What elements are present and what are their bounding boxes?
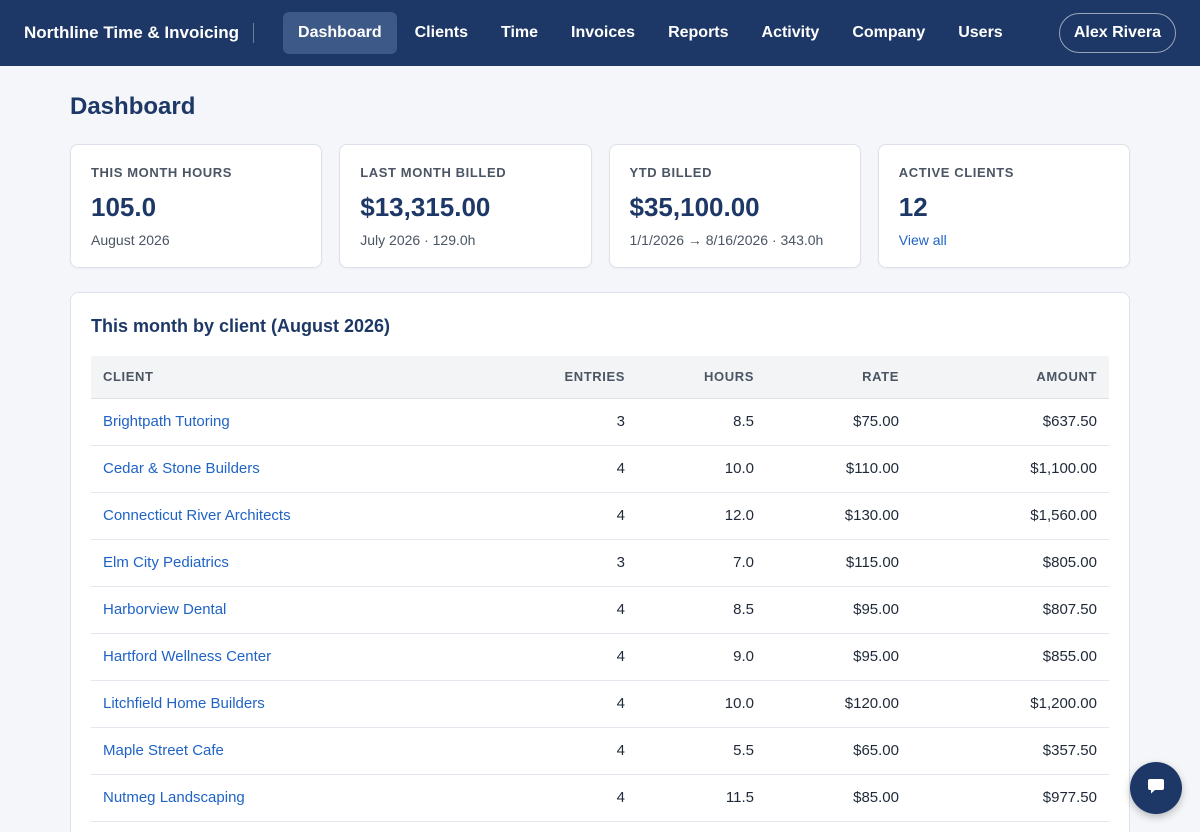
hours-cell: 11.5 <box>637 774 766 822</box>
top-navigation-bar: Northline Time & Invoicing Dashboard Cli… <box>0 0 1200 66</box>
stat-card-last-month-billed: Last month billed $13,315.00 July 2026 ·… <box>339 144 592 268</box>
client-link[interactable]: Cedar & Stone Builders <box>103 460 260 477</box>
table-body: Brightpath Tutoring 3 8.5 $75.00 $637.50… <box>91 398 1109 822</box>
main-nav: Dashboard Clients Time Invoices Reports … <box>283 12 1021 54</box>
user-menu-button[interactable]: Alex Rivera <box>1058 13 1176 53</box>
entries-cell: 4 <box>527 586 637 634</box>
nav-item-clients[interactable]: Clients <box>414 24 468 41</box>
column-header-amount: Amount <box>911 356 1109 399</box>
client-link[interactable]: Litchfield Home Builders <box>103 695 265 712</box>
stat-label: YTD billed <box>629 165 713 180</box>
column-header-client: Client <box>91 356 527 399</box>
stat-value: 105.0 <box>91 192 157 222</box>
stat-value: $35,100.00 <box>629 192 760 222</box>
amount-cell: $807.50 <box>911 586 1109 634</box>
entries-cell: 4 <box>527 680 637 728</box>
stat-subtext: August 2026 <box>91 232 170 248</box>
column-header-rate: Rate <box>766 356 911 399</box>
main-content: Dashboard This month hours 105.0 August … <box>0 92 1200 832</box>
amount-cell: $357.50 <box>911 727 1109 775</box>
nav-item-users[interactable]: Users <box>958 24 1003 41</box>
stat-subtext: 1/1/2026 → 8/16/2026 · 343.0h <box>629 232 824 248</box>
client-link[interactable]: Brightpath Tutoring <box>103 413 230 430</box>
table-row: Hartford Wellness Center 4 9.0 $95.00 $8… <box>91 633 1109 681</box>
hours-cell: 7.0 <box>637 539 766 587</box>
rate-cell: $95.00 <box>766 633 911 681</box>
stats-row: This month hours 105.0 August 2026 Last … <box>70 144 1130 268</box>
rate-cell: $130.00 <box>766 492 911 540</box>
entries-cell: 3 <box>527 539 637 587</box>
rate-cell: $115.00 <box>766 539 911 587</box>
amount-cell: $1,560.00 <box>911 492 1109 540</box>
table-row: Cedar & Stone Builders 4 10.0 $110.00 $1… <box>91 445 1109 493</box>
month-by-client-panel: This month by client (August 2026) Clien… <box>70 292 1130 832</box>
nav-item-activity[interactable]: Activity <box>761 24 820 41</box>
entries-cell: 4 <box>527 633 637 681</box>
hours-cell: 9.0 <box>637 633 766 681</box>
nav-item-time[interactable]: Time <box>500 24 539 41</box>
amount-cell: $637.50 <box>911 398 1109 446</box>
chat-button[interactable] <box>1130 762 1182 814</box>
hours-cell: 5.5 <box>637 727 766 775</box>
rate-cell: $95.00 <box>766 586 911 634</box>
amount-cell: $1,100.00 <box>911 445 1109 493</box>
amount-cell: $1,200.00 <box>911 680 1109 728</box>
nav-item-company[interactable]: Company <box>852 24 926 41</box>
hours-cell: 10.0 <box>637 680 766 728</box>
stat-label: Active clients <box>898 165 1015 180</box>
table-row: Connecticut River Architects 4 12.0 $130… <box>91 492 1109 540</box>
table-row: Maple Street Cafe 4 5.5 $65.00 $357.50 <box>91 727 1109 775</box>
stat-subtext: July 2026 · 129.0h <box>360 232 476 248</box>
client-link[interactable]: Elm City Pediatrics <box>103 554 229 571</box>
hours-cell: 12.0 <box>637 492 766 540</box>
stat-label: This month hours <box>91 165 233 180</box>
client-link[interactable]: Connecticut River Architects <box>103 507 291 524</box>
rate-cell: $65.00 <box>766 727 911 775</box>
client-link[interactable]: Nutmeg Landscaping <box>103 789 245 806</box>
table-row: Litchfield Home Builders 4 10.0 $120.00 … <box>91 680 1109 728</box>
entries-cell: 4 <box>527 492 637 540</box>
view-all-clients-link[interactable]: View all <box>898 232 947 248</box>
panel-title: This month by client (August 2026) <box>91 316 391 336</box>
column-header-hours: Hours <box>637 356 766 399</box>
amount-cell: $977.50 <box>911 774 1109 822</box>
stat-value: 12 <box>898 192 928 222</box>
table-header-row: Client Entries Hours Rate Amount <box>91 356 1109 399</box>
client-summary-table: Client Entries Hours Rate Amount Brightp… <box>91 356 1109 822</box>
table-row: Nutmeg Landscaping 4 11.5 $85.00 $977.50 <box>91 774 1109 822</box>
amount-cell: $855.00 <box>911 633 1109 681</box>
nav-item-reports[interactable]: Reports <box>668 24 729 41</box>
entries-cell: 4 <box>527 727 637 775</box>
table-row: Elm City Pediatrics 3 7.0 $115.00 $805.0… <box>91 539 1109 587</box>
client-link[interactable]: Hartford Wellness Center <box>103 648 272 665</box>
table-row: Brightpath Tutoring 3 8.5 $75.00 $637.50 <box>91 398 1109 446</box>
nav-item-invoices[interactable]: Invoices <box>571 24 636 41</box>
client-link[interactable]: Harborview Dental <box>103 601 227 618</box>
chat-bubble-icon <box>1146 776 1166 801</box>
amount-cell: $805.00 <box>911 539 1109 587</box>
rate-cell: $120.00 <box>766 680 911 728</box>
rate-cell: $75.00 <box>766 398 911 446</box>
stat-card-this-month-hours: This month hours 105.0 August 2026 <box>70 144 323 268</box>
stat-card-ytd-billed: YTD billed $35,100.00 1/1/2026 → 8/16/20… <box>608 144 861 268</box>
app-brand[interactable]: Northline Time & Invoicing <box>24 23 255 43</box>
nav-item-dashboard[interactable]: Dashboard <box>283 12 397 54</box>
rate-cell: $85.00 <box>766 774 911 822</box>
stat-label: Last month billed <box>360 165 507 180</box>
stat-value: $13,315.00 <box>360 192 491 222</box>
entries-cell: 4 <box>527 445 637 493</box>
stat-card-active-clients: Active clients 12 View all <box>877 144 1130 268</box>
rate-cell: $110.00 <box>766 445 911 493</box>
entries-cell: 3 <box>527 398 637 446</box>
entries-cell: 4 <box>527 774 637 822</box>
table-row: Harborview Dental 4 8.5 $95.00 $807.50 <box>91 586 1109 634</box>
hours-cell: 8.5 <box>637 586 766 634</box>
column-header-entries: Entries <box>527 356 637 399</box>
client-link[interactable]: Maple Street Cafe <box>103 742 224 759</box>
hours-cell: 8.5 <box>637 398 766 446</box>
page-title: Dashboard <box>70 93 196 120</box>
hours-cell: 10.0 <box>637 445 766 493</box>
